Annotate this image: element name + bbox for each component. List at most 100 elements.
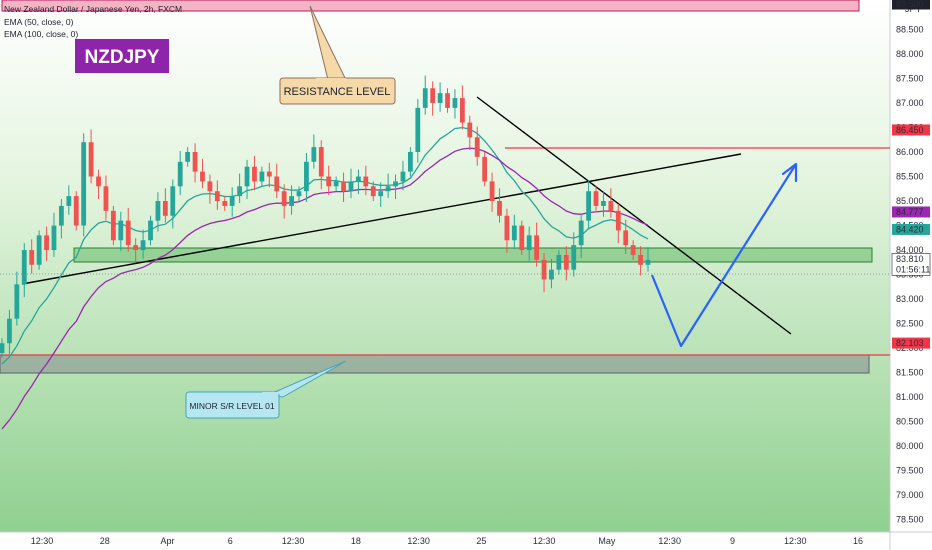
resistance-zone[interactable] — [1, 0, 860, 12]
candle-body — [430, 88, 436, 103]
price-tick-label: 80.500 — [896, 417, 924, 427]
candle-body — [281, 191, 287, 206]
candle-body — [563, 254, 569, 270]
candle-body — [73, 196, 79, 226]
candle-body — [177, 161, 183, 187]
price-tick-label: 88.500 — [896, 24, 924, 34]
candle-body — [601, 201, 606, 206]
candle-body — [21, 250, 27, 285]
candle-body — [318, 147, 324, 177]
candle-body — [214, 191, 220, 202]
candle-body — [341, 181, 346, 192]
candle-body — [608, 201, 614, 211]
candle-body — [593, 191, 599, 206]
forecast-arrowhead-icon — [781, 162, 798, 183]
candle-body — [244, 166, 250, 187]
candle-body — [7, 318, 12, 344]
candle-body — [504, 215, 510, 241]
candle-body — [81, 142, 87, 226]
candle-body — [185, 152, 191, 162]
forecast-path[interactable] — [650, 163, 797, 348]
symbol-badge-text: NZDJPY — [85, 47, 160, 68]
price-tick-label: 78.500 — [896, 515, 924, 525]
time-tick-label: 6 — [228, 536, 233, 546]
support-zone-green[interactable] — [73, 247, 873, 263]
candle-body — [333, 181, 339, 187]
price-tick-label: 87.000 — [896, 98, 924, 108]
price-axis-ticks: 89.00088.50088.00087.50087.00086.50086.0… — [896, 0, 924, 525]
resistance-level-label: RESISTANCE LEVEL — [284, 86, 391, 98]
time-tick-label: 25 — [476, 536, 486, 546]
candle-body — [36, 235, 42, 265]
candle-body — [237, 186, 243, 197]
candle-body — [541, 259, 547, 280]
candle-body — [393, 181, 398, 187]
chart-title: New Zealand Dollar / Japanese Yen, 2h, F… — [4, 4, 182, 14]
candle-body — [474, 137, 480, 157]
price-tick-label: 87.500 — [896, 73, 924, 83]
candlesticks — [0, 75, 651, 358]
minor-sr-zone[interactable] — [0, 354, 870, 374]
price-tick-label: 84.000 — [896, 245, 924, 255]
rising-trendline[interactable] — [21, 153, 742, 285]
candle-body — [578, 220, 584, 246]
price-label-value: 86.450 — [896, 125, 924, 135]
time-axis-panel[interactable] — [0, 532, 890, 550]
candle-body — [155, 201, 161, 221]
candle-body — [630, 245, 636, 255]
time-tick-label: 12:30 — [31, 536, 54, 546]
price-tick-label: 85.500 — [896, 172, 924, 182]
price-tick-label: 80.000 — [896, 441, 924, 451]
candle-body — [296, 191, 302, 197]
time-tick-label: Apr — [161, 536, 175, 546]
time-tick-label: 12:30 — [784, 536, 807, 546]
price-label-value: 84.420 — [896, 224, 924, 234]
candle-body — [437, 93, 443, 103]
candle-body — [445, 93, 450, 108]
minor-sr-callout-box[interactable] — [185, 391, 280, 419]
candle-body — [229, 196, 235, 206]
candle-body — [400, 171, 406, 182]
price-tick-label: 85.000 — [896, 196, 924, 206]
candle-body — [623, 230, 629, 246]
time-tick-label: 12:30 — [658, 536, 681, 546]
price-label-tag — [892, 337, 930, 349]
candle-body — [29, 250, 35, 265]
candle-body — [385, 186, 391, 192]
candle-body — [200, 171, 205, 182]
candle-body — [259, 171, 265, 182]
ema50-legend[interactable]: EMA (50, close, 0) — [4, 17, 74, 27]
candle-body — [459, 98, 465, 123]
candle-body — [44, 235, 49, 251]
plot-background — [0, 0, 890, 532]
ema100-line — [1, 147, 649, 430]
price-label-value: 83.810 — [896, 254, 924, 264]
candle-body — [274, 176, 280, 192]
candle-body — [370, 186, 376, 197]
candle-body — [526, 235, 532, 251]
candle-body — [140, 240, 146, 251]
candle-body — [534, 235, 540, 260]
ema100-legend[interactable]: EMA (100, close, 0) — [4, 29, 78, 39]
candle-body — [326, 176, 332, 187]
candle-body — [222, 201, 228, 206]
price-tick-label: 83.000 — [896, 294, 924, 304]
time-tick-label: May — [598, 536, 616, 546]
candle-body — [467, 122, 473, 138]
symbol-badge — [75, 39, 169, 73]
candle-body — [170, 186, 176, 216]
falling-trendline[interactable] — [476, 96, 792, 335]
ema50-line — [1, 126, 649, 365]
candle-body — [110, 210, 116, 241]
candle-body — [519, 225, 525, 251]
time-tick-label: 18 — [351, 536, 361, 546]
candle-body — [0, 343, 5, 354]
candle-body — [407, 152, 413, 172]
candle-body — [162, 201, 168, 216]
candle-body — [489, 181, 495, 202]
time-tick-label: 12:30 — [282, 536, 305, 546]
price-tick-label: 82.500 — [896, 319, 924, 329]
